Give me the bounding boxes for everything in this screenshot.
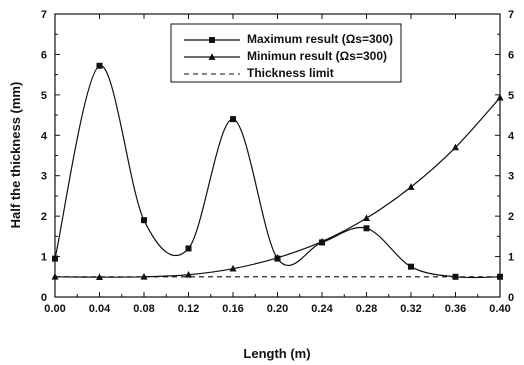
- axis-ticks: 0.00 0.04 0.08 0.12 0.16 0.20 0.24 0.28 0.32 0.36…: [41, 9, 515, 315]
- y-tick-label: 3: [41, 171, 47, 183]
- triangle-marker: [318, 237, 326, 245]
- y-tick-label-right: 7: [508, 9, 514, 21]
- y-tick-label: 6: [41, 49, 47, 61]
- triangle-marker: [452, 143, 459, 151]
- x-tick-label: 0.28: [356, 303, 377, 315]
- legend-square-marker: [209, 37, 215, 43]
- x-axis-label: Length (m): [243, 346, 310, 361]
- triangle-marker: [140, 273, 148, 280]
- y-tick-label-right: 6: [508, 49, 514, 61]
- square-marker: [408, 263, 414, 270]
- triangle-marker: [96, 273, 103, 281]
- y-tick-label-right: 3: [508, 171, 514, 183]
- square-marker: [230, 116, 236, 123]
- y-tick-label: 7: [41, 9, 47, 21]
- x-tick-label: 0.08: [133, 303, 154, 315]
- x-tick-label: 0.24: [311, 303, 333, 315]
- legend-box: [170, 23, 402, 83]
- legend-label-maximum: Maximum result (Ωs=300): [247, 32, 393, 46]
- x-tick-label: 0.04: [89, 303, 111, 315]
- y-axis-label: Half the thickness (mm): [8, 82, 23, 229]
- square-marker: [96, 62, 103, 69]
- y-tick-label: 5: [41, 90, 47, 102]
- series-0: [52, 62, 503, 280]
- square-marker: [185, 245, 192, 252]
- square-marker: [363, 225, 370, 232]
- y-tick-label-right: 5: [508, 90, 514, 102]
- y-tick-label: 1: [41, 252, 47, 264]
- triangle-marker: [274, 254, 281, 261]
- legend-triangle-marker: [208, 53, 216, 60]
- triangle-marker: [185, 270, 192, 278]
- triangle-marker: [407, 183, 415, 190]
- series-line: [54, 97, 501, 278]
- y-tick-label-right: 0: [508, 292, 514, 304]
- legend: Maximum result (Ωs=300) Minimun result (…: [170, 23, 402, 83]
- y-tick-label-right: 4: [508, 130, 515, 142]
- square-marker: [52, 255, 58, 262]
- y-tick-label-right: 1: [508, 252, 514, 264]
- square-marker: [141, 217, 147, 224]
- triangle-marker: [496, 93, 504, 101]
- y-tick-label: 2: [41, 211, 47, 223]
- x-tick-label: 0.40: [489, 303, 510, 315]
- legend-label-thickness-limit: Thickness limit: [247, 66, 334, 80]
- y-tick-label: 4: [41, 130, 48, 142]
- series-1: [51, 93, 504, 281]
- legend-label-minimum: Minimun result (Ωs=300): [247, 49, 387, 63]
- x-tick-label: 0.12: [178, 303, 199, 315]
- x-tick-label: 0.32: [400, 303, 421, 315]
- y-tick-label: 0: [41, 292, 47, 304]
- triangle-marker: [363, 214, 370, 221]
- y-tick-label-right: 2: [508, 211, 514, 223]
- x-tick-label: 0.36: [445, 303, 466, 315]
- x-tick-label: 0.00: [44, 303, 65, 315]
- triangle-marker: [229, 264, 237, 272]
- x-tick-label: 0.20: [267, 303, 288, 315]
- legend-symbols: [184, 37, 240, 75]
- x-tick-label: 0.16: [222, 303, 243, 315]
- plot-series: [51, 62, 504, 281]
- series-line: [54, 65, 501, 279]
